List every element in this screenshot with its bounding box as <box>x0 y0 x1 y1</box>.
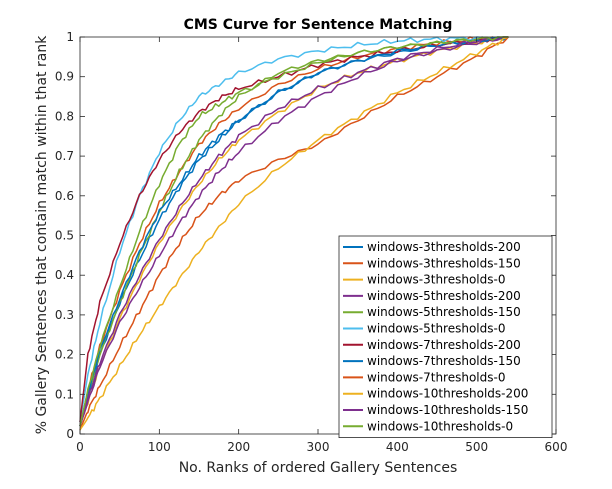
y-axis-label: % Gallery Sentences that contain match w… <box>34 35 50 434</box>
y-tick-label: 0.7 <box>55 149 74 163</box>
legend-label: windows-5thresholds-150 <box>367 305 521 319</box>
x-tick-label: 500 <box>465 440 488 454</box>
y-tick-label: 0.2 <box>55 348 74 362</box>
legend-label: windows-3thresholds-200 <box>367 240 521 254</box>
legend-box <box>338 235 553 439</box>
chart-title: CMS Curve for Sentence Matching <box>184 17 453 33</box>
y-tick-label: 0.5 <box>55 229 74 243</box>
x-tick-label: 0 <box>76 440 84 454</box>
x-tick-label: 100 <box>148 440 171 454</box>
x-tick-label: 300 <box>307 440 330 454</box>
x-tick-label: 400 <box>386 440 409 454</box>
legend-label: windows-7thresholds-150 <box>367 354 521 368</box>
ticks-layer: 0 100 200 300 400 500 600 0 0.1 0.2 0.3 0.4 0.5 0.6 0.… <box>55 30 568 454</box>
y-tick-label: 0 <box>66 427 74 441</box>
legend-label: windows-5thresholds-0 <box>367 322 505 336</box>
y-tick-label: 0.6 <box>55 189 74 203</box>
legend-label: windows-3thresholds-150 <box>367 256 521 270</box>
y-tick-label: 0.9 <box>55 70 74 84</box>
y-tick-label: 0.4 <box>55 268 74 282</box>
y-tick-label: 1 <box>66 30 74 44</box>
x-axis-label: No. Ranks of ordered Gallery Sentences <box>179 460 458 476</box>
series-line-windows-10thresholds-200 <box>79 36 509 431</box>
series-line-windows-7thresholds-0 <box>79 36 509 431</box>
series-line-windows-10thresholds-150 <box>79 36 509 427</box>
y-tick-label: 0.3 <box>55 308 74 322</box>
series-line-windows-10thresholds-0 <box>79 36 509 427</box>
series-line-windows-5thresholds-200 <box>79 36 509 427</box>
legend-label: windows-10thresholds-150 <box>367 403 528 417</box>
legend: windows-3thresholds-200 windows-3threshol… <box>338 235 553 439</box>
y-tick-label: 0.1 <box>55 387 74 401</box>
y-tick-label: 0.8 <box>55 109 74 123</box>
series-layer <box>79 36 509 431</box>
legend-label: windows-7thresholds-0 <box>367 370 505 384</box>
series-line-windows-7thresholds-150 <box>79 36 509 427</box>
legend-label: windows-7thresholds-200 <box>367 338 521 352</box>
x-tick-label: 600 <box>545 440 568 454</box>
legend-label: windows-5thresholds-200 <box>367 289 521 303</box>
legend-label: windows-10thresholds-0 <box>367 419 513 433</box>
legend-label: windows-10thresholds-200 <box>367 387 528 401</box>
legend-label: windows-3thresholds-0 <box>367 273 505 287</box>
series-line-windows-5thresholds-0 <box>79 36 509 423</box>
x-tick-label: 200 <box>227 440 250 454</box>
